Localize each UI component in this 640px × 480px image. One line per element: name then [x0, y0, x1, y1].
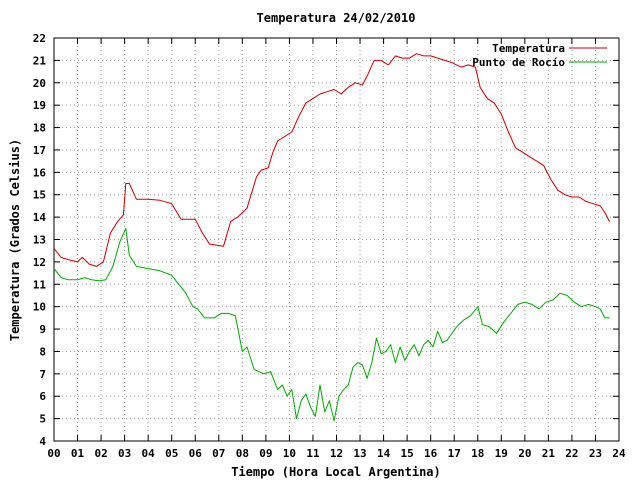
x-tick-label: 03	[118, 447, 131, 460]
x-tick-label: 01	[71, 447, 85, 460]
x-tick-label: 18	[471, 447, 484, 460]
x-tick-label: 08	[236, 447, 249, 460]
y-tick-label: 15	[33, 189, 46, 202]
x-tick-label: 04	[142, 447, 156, 460]
y-tick-label: 12	[33, 256, 46, 269]
y-tick-labels: 4 5 6 7 8 9 10 11 12 13 14 15 16 17 18 19 20 21 22	[33, 32, 47, 448]
x-axis-label: Tiempo (Hora Local Argentina)	[231, 465, 441, 479]
y-tick-label: 4	[39, 435, 46, 448]
x-tick-labels: 00 01 02 03 04 05 06 07 08 09 10 11 12 13 14 15 16 17 18 19…	[47, 447, 626, 460]
x-tick-label: 21	[542, 447, 556, 460]
x-tick-label: 24	[612, 447, 626, 460]
series-lines	[53, 53, 611, 422]
x-tick-label: 16	[424, 447, 438, 460]
x-tick-label: 23	[589, 447, 602, 460]
x-tick-label: 00	[47, 447, 60, 460]
x-tick-label: 15	[401, 447, 414, 460]
y-tick-label: 17	[33, 144, 46, 157]
chart-title: Temperatura 24/02/2010	[257, 11, 416, 25]
grid	[54, 38, 619, 441]
series-line-0	[53, 53, 611, 267]
x-tick-label: 14	[377, 447, 391, 460]
y-tick-label: 6	[39, 390, 46, 403]
y-tick-label: 5	[39, 413, 46, 426]
x-tick-label: 02	[94, 447, 107, 460]
x-tick-label: 06	[189, 447, 203, 460]
y-tick-label: 21	[33, 54, 47, 67]
x-tick-label: 19	[495, 447, 508, 460]
axis-ticks	[53, 37, 620, 442]
y-tick-label: 10	[33, 301, 46, 314]
x-tick-label: 05	[165, 447, 178, 460]
legend-label-temperatura: Temperatura	[492, 42, 565, 55]
y-tick-label: 20	[33, 77, 46, 90]
y-tick-label: 22	[33, 32, 46, 45]
x-tick-label: 09	[259, 447, 272, 460]
x-tick-label: 10	[283, 447, 296, 460]
y-tick-label: 16	[33, 166, 47, 179]
x-tick-label: 20	[518, 447, 531, 460]
y-tick-label: 14	[33, 211, 47, 224]
y-tick-label: 18	[33, 122, 46, 135]
legend: Temperatura Punto de Rocío	[472, 42, 607, 69]
x-tick-label: 11	[306, 447, 320, 460]
y-tick-label: 7	[39, 368, 46, 381]
legend-label-punto-de-rocio: Punto de Rocío	[472, 56, 565, 69]
y-tick-label: 8	[39, 345, 46, 358]
x-tick-label: 17	[448, 447, 461, 460]
x-tick-label: 12	[330, 447, 343, 460]
series-line-1	[53, 227, 610, 422]
y-tick-label: 13	[33, 234, 46, 247]
x-tick-label: 13	[353, 447, 366, 460]
y-tick-label: 11	[33, 278, 47, 291]
y-axis-label: Temperatura (Grados Celsius)	[8, 139, 22, 341]
y-tick-label: 9	[39, 323, 46, 336]
x-tick-label: 22	[565, 447, 578, 460]
x-tick-label: 07	[212, 447, 225, 460]
y-tick-label: 19	[33, 99, 46, 112]
